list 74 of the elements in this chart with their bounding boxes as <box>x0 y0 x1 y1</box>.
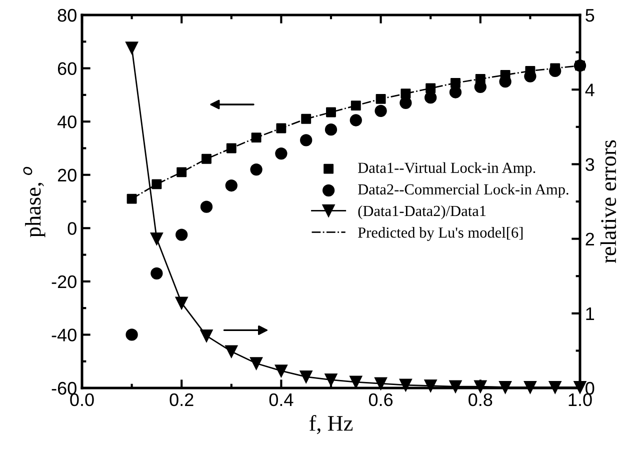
point <box>426 83 436 94</box>
y2-tick-label: 2 <box>586 232 594 246</box>
point <box>400 88 411 99</box>
y2-tick-label: 0 <box>586 382 594 395</box>
point <box>424 380 437 392</box>
point <box>200 200 213 213</box>
y2-tick-label: 5 <box>586 9 594 22</box>
y2-axis-title: relative errors <box>600 140 616 264</box>
point <box>276 123 286 134</box>
legend-label: Data1--Virtual Lock-in Amp. <box>358 162 536 176</box>
x-tick-label: 1.0 <box>568 393 592 406</box>
point <box>374 104 387 117</box>
y2-tick-label: 4 <box>585 84 594 96</box>
point <box>324 374 338 386</box>
point <box>474 380 487 393</box>
point <box>152 179 162 190</box>
point <box>548 381 562 394</box>
point <box>350 376 362 388</box>
y-tick-label: -60 <box>52 382 76 395</box>
point <box>450 78 460 88</box>
y-tick-label: -40 <box>52 328 76 342</box>
point <box>225 179 238 192</box>
x-tick-label: 0.8 <box>468 393 492 406</box>
legend-label: (Data1-Data2)/Data1 <box>358 205 486 220</box>
y-tick-label: -20 <box>52 275 76 288</box>
point <box>524 381 536 394</box>
legend-label: Predicted by Lu's model[6] <box>358 226 523 241</box>
point <box>301 114 312 124</box>
y-tick-label: 80 <box>58 8 76 22</box>
y-tick-label: 60 <box>58 62 76 76</box>
point <box>350 100 361 111</box>
point <box>250 163 262 176</box>
point <box>350 114 362 126</box>
point <box>126 194 137 204</box>
point <box>324 123 338 136</box>
y-tick-label: 0 <box>68 222 76 235</box>
point <box>275 147 288 160</box>
point <box>500 70 510 80</box>
point <box>399 378 412 392</box>
point <box>150 232 163 246</box>
point <box>250 357 263 370</box>
point <box>300 134 312 146</box>
x-tick-label: 0.2 <box>170 393 194 406</box>
point <box>176 228 188 241</box>
point <box>274 364 288 378</box>
x-tick-label: 0.4 <box>269 393 294 406</box>
y-tick-label: 40 <box>57 116 76 128</box>
legend-label: Data2--Commercial Lock-in Amp. <box>358 184 568 198</box>
y2-tick-label: 3 <box>586 158 594 171</box>
x-tick-label: 0.0 <box>70 393 94 406</box>
point <box>176 167 187 178</box>
y-tick-label: 20 <box>58 168 76 182</box>
point <box>225 345 238 358</box>
point <box>126 328 138 341</box>
point <box>374 377 388 390</box>
point <box>449 86 462 98</box>
point <box>475 74 486 84</box>
point <box>251 132 262 143</box>
point <box>175 296 188 310</box>
point <box>202 154 212 164</box>
point <box>376 94 386 104</box>
point <box>326 107 336 118</box>
point <box>126 42 138 54</box>
y2-tick-label: 1 <box>586 308 594 320</box>
point <box>300 370 312 384</box>
y-axis-title: phase, $^{o}$ <box>23 166 46 238</box>
point <box>150 267 163 280</box>
point <box>449 380 462 393</box>
point <box>499 381 512 394</box>
point <box>226 143 236 154</box>
point <box>424 92 437 104</box>
x-axis-title: f, Hz <box>309 415 353 434</box>
x-tick-label: 0.6 <box>368 393 393 406</box>
point <box>200 330 213 342</box>
